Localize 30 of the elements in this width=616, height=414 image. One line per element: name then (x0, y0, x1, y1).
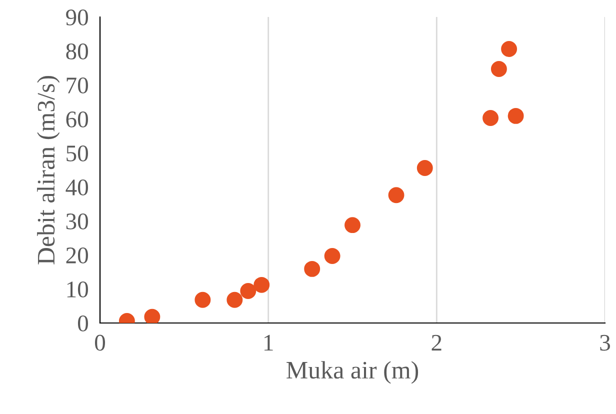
point (240, 283, 256, 300)
point (304, 260, 320, 277)
y-tick-label: 60 (66, 111, 88, 128)
y-tick-label: 70 (66, 77, 88, 94)
point (194, 292, 211, 308)
point (388, 187, 404, 204)
point (416, 160, 433, 176)
x-tick-label: 0 (94, 334, 106, 351)
x-tick-label: 1 (264, 334, 273, 350)
x-tick-label: 2 (432, 334, 442, 350)
y-tick-label: 80 (66, 43, 88, 60)
point (482, 110, 499, 126)
y-axis-title: Debit aliran (m3/s) (37, 76, 60, 264)
y-tick-label: 0 (78, 315, 88, 332)
point (490, 61, 507, 77)
point (344, 217, 360, 234)
y-tick-label: 10 (67, 281, 88, 298)
point (508, 108, 524, 124)
point (226, 292, 243, 308)
y-tick-label: 90 (66, 9, 88, 26)
y-tick-label: 30 (66, 213, 88, 230)
y-tick-label: 50 (66, 145, 88, 162)
point (324, 248, 340, 264)
x-tick-label: 3 (600, 334, 610, 351)
y-tick-label: 20 (66, 247, 88, 264)
y-tick-label: 40 (66, 179, 88, 196)
x-axis-title: Muka air (m) (286, 361, 418, 384)
point (144, 308, 160, 323)
point (254, 276, 270, 293)
point (501, 40, 518, 57)
